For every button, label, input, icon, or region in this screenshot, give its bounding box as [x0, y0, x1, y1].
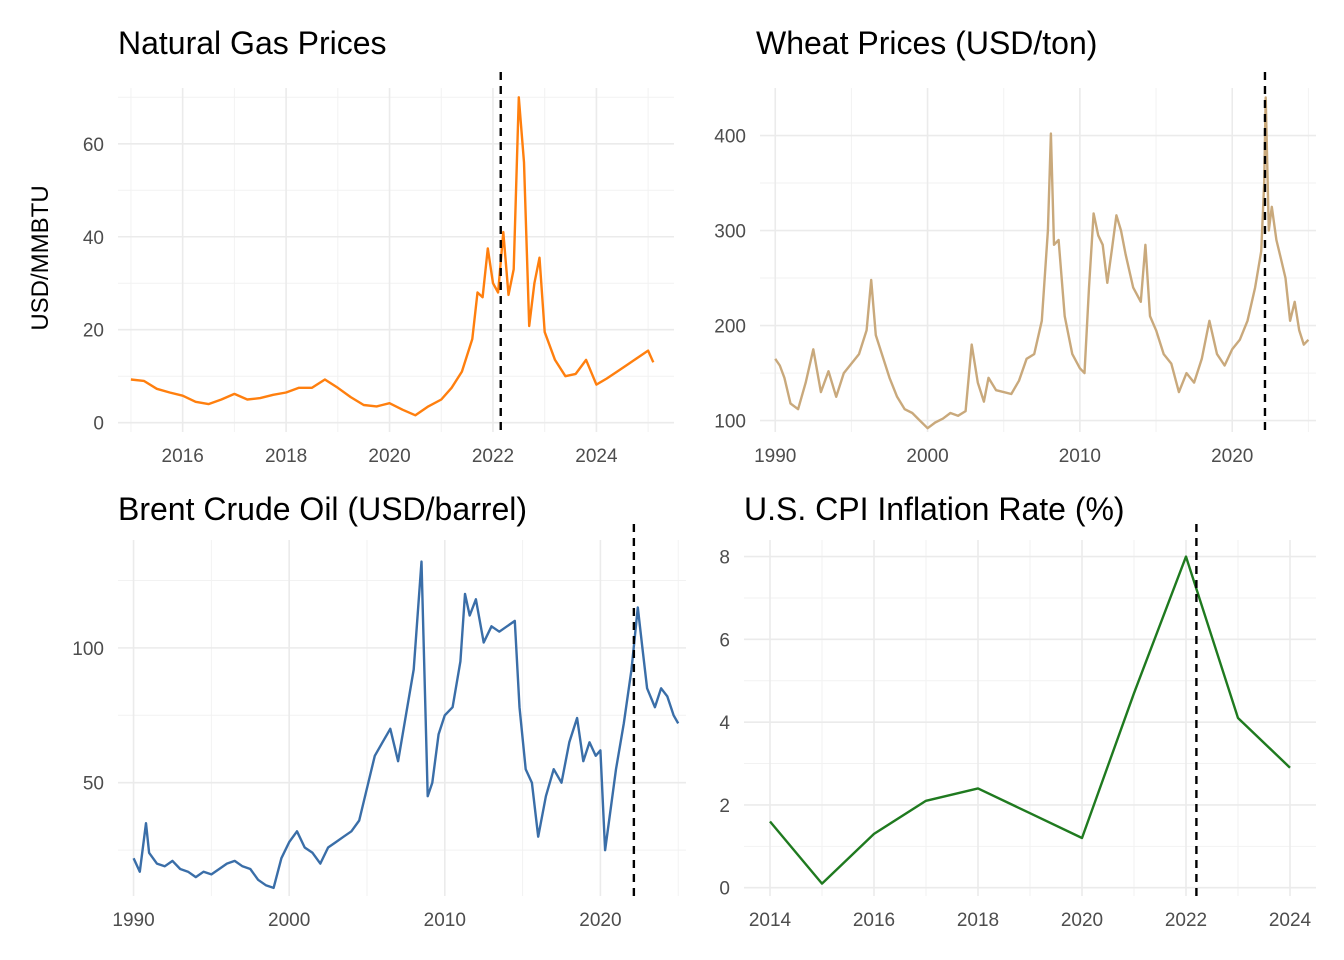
- cpi-y-tick-label: 6: [719, 630, 730, 651]
- brent-series-line: [132, 560, 680, 890]
- cpi-y-tick-label: 2: [719, 796, 730, 817]
- wheat-x-tick-label: 2000: [906, 446, 948, 467]
- cpi-x-tick-label: 2014: [749, 910, 792, 931]
- brent-x-tick-label: 2010: [424, 910, 466, 931]
- gas-x-tick-label: 2024: [575, 446, 618, 467]
- gas-title: Natural Gas Prices: [118, 25, 387, 61]
- gas-series-line: [130, 96, 655, 417]
- wheat-panel: 1990 2000 2010 2020 100 200 300 400 Wheat Prices…: [714, 25, 1316, 467]
- gas-x-tick-label: 2018: [265, 446, 307, 467]
- cpi-y-tick-label: 0: [719, 879, 730, 900]
- cpi-x-tick-label: 2018: [957, 910, 999, 931]
- wheat-x-tick-label: 2020: [1211, 446, 1253, 467]
- cpi-x-tick-label: 2020: [1061, 910, 1103, 931]
- brent-x-tick-label: 1990: [112, 910, 154, 931]
- brent-x-tick-label: 2020: [579, 910, 621, 931]
- cpi-title: U.S. CPI Inflation Rate (%): [744, 491, 1125, 527]
- gas-panel: 2016 2018 2020 2022 2024 0 20 40 60 Natural Gas P…: [83, 25, 674, 467]
- cpi-x-tick-label: 2024: [1269, 910, 1312, 931]
- gas-y-tick-label: 20: [83, 321, 104, 342]
- cpi-x-tick-label: 2022: [1165, 910, 1207, 931]
- gas-y-tick-label: 60: [83, 135, 104, 156]
- cpi-panel: 2014 2016 2018 2020 2022 2024 0 2 4 6 8 U.S. CPI In…: [719, 491, 1316, 931]
- gas-y-tick-label: 0: [93, 414, 104, 435]
- cpi-y-tick-label: 4: [719, 713, 730, 734]
- gas-x-tick-label: 2016: [162, 446, 204, 467]
- wheat-title: Wheat Prices (USD/ton): [756, 25, 1097, 61]
- gas-x-tick-label: 2020: [368, 446, 410, 467]
- brent-y-tick-label: 50: [83, 774, 104, 795]
- cpi-series-line: [769, 555, 1291, 885]
- wheat-y-tick-label: 200: [714, 317, 746, 338]
- brent-x-tick-label: 2000: [268, 910, 310, 931]
- brent-y-tick-label: 100: [72, 639, 104, 660]
- brent-panel: 1990 2000 2010 2020 50 100 Brent Crude Oil (US…: [72, 491, 686, 931]
- brent-title: Brent Crude Oil (USD/barrel): [118, 491, 527, 527]
- cpi-y-tick-label: 8: [719, 548, 730, 569]
- wheat-y-tick-label: 400: [714, 127, 746, 148]
- gas-ylabel: USD/MMBTU: [27, 185, 54, 330]
- gas-x-tick-label: 2022: [472, 446, 514, 467]
- wheat-x-tick-label: 2010: [1059, 446, 1101, 467]
- cpi-x-tick-label: 2016: [853, 910, 895, 931]
- gas-y-tick-label: 40: [83, 228, 104, 249]
- wheat-y-tick-label: 300: [714, 222, 746, 243]
- wheat-x-tick-label: 1990: [754, 446, 796, 467]
- wheat-series-line: [774, 96, 1310, 430]
- wheat-y-tick-label: 100: [714, 412, 746, 433]
